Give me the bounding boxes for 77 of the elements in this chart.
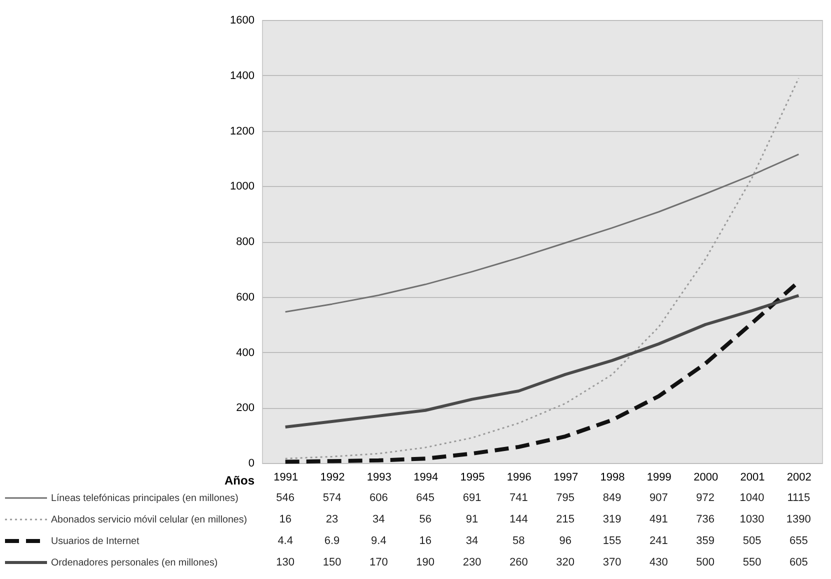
x-tick-label: 1992: [320, 472, 345, 484]
line-series: [284, 154, 800, 313]
data-label: 16: [279, 514, 292, 526]
x-tick-label: 1993: [366, 472, 392, 484]
data-label: 230: [462, 556, 482, 568]
data-label: 56: [419, 514, 432, 526]
x-tick-label: 1991: [274, 472, 298, 484]
data-label: 9.4: [371, 535, 386, 547]
data-label: 1030: [740, 514, 764, 526]
legend-label: Usuarios de Internet: [51, 536, 140, 547]
data-label: 605: [789, 556, 808, 568]
data-label: 370: [602, 556, 622, 568]
y-tick-label: 400: [236, 346, 254, 359]
data-label: 260: [509, 556, 528, 568]
data-label: 645: [416, 492, 435, 504]
x-tick-label: 1996: [506, 472, 532, 484]
x-tick-label: 2000: [694, 472, 718, 484]
data-label: 546: [276, 492, 295, 504]
data-label: 319: [602, 514, 622, 526]
data-label: 16: [419, 535, 432, 547]
y-tick-label: 1200: [230, 125, 254, 138]
data-label: 320: [556, 556, 575, 568]
line-series: [284, 294, 800, 429]
data-label: 215: [556, 514, 575, 526]
legend-label: Ordenadores personales (en millones): [51, 558, 218, 568]
data-label: 144: [509, 514, 528, 526]
x-tick-label: 1995: [460, 472, 485, 484]
x-tick-label: 2001: [740, 472, 765, 484]
data-label: 34: [466, 535, 478, 547]
x-tick-label: 2002: [786, 472, 812, 484]
data-label: 1040: [740, 492, 764, 504]
data-label: 23: [326, 514, 338, 526]
x-axis-title: Años: [224, 474, 255, 488]
x-tick-label: 1997: [554, 472, 578, 484]
data-label: 491: [649, 514, 668, 526]
data-label: 241: [649, 535, 668, 547]
legend-label: Líneas telefónicas principales (en millones): [51, 493, 238, 504]
data-label: 130: [276, 556, 295, 568]
data-label: 907: [649, 492, 668, 504]
x-tick-label: 1999: [646, 472, 672, 484]
data-label: 574: [322, 492, 342, 504]
data-label: 4.4: [278, 535, 293, 547]
y-tick-label: 1600: [230, 14, 254, 26]
data-label: 736: [696, 514, 715, 526]
data-label: 606: [369, 492, 388, 504]
y-tick-label: 1000: [230, 180, 254, 193]
x-tick-label: 1998: [600, 472, 625, 484]
data-label: 155: [602, 535, 622, 547]
data-label: 34: [372, 514, 385, 526]
data-label: 505: [742, 535, 762, 547]
data-label: 655: [789, 535, 808, 547]
line-series: [284, 77, 800, 460]
x-tick-label: 1994: [414, 472, 438, 484]
data-label: 430: [649, 556, 668, 568]
data-label: 500: [696, 556, 715, 568]
data-label: 190: [416, 556, 435, 568]
data-label: 972: [696, 492, 715, 504]
data-label: 1115: [787, 492, 810, 504]
data-label: 849: [602, 492, 622, 504]
y-tick-label: 0: [248, 458, 254, 470]
data-label: 58: [512, 535, 525, 547]
data-label: 795: [556, 492, 575, 504]
data-label: 550: [742, 556, 762, 568]
data-label: 170: [369, 556, 388, 568]
data-label: 359: [696, 535, 715, 547]
legend-label: Abonados servicio móvil celular (en millones): [51, 514, 248, 526]
data-label: 691: [462, 492, 482, 504]
data-label: 150: [322, 556, 342, 568]
data-label: 96: [559, 535, 572, 547]
data-label: 1390: [786, 514, 811, 526]
y-tick-label: 1400: [230, 70, 254, 82]
y-tick-label: 600: [236, 291, 254, 304]
data-label: 741: [509, 492, 528, 504]
data-label: 91: [466, 514, 478, 526]
y-tick-label: 800: [236, 236, 254, 248]
y-tick-label: 200: [236, 402, 254, 414]
data-label: 6.9: [324, 535, 340, 547]
